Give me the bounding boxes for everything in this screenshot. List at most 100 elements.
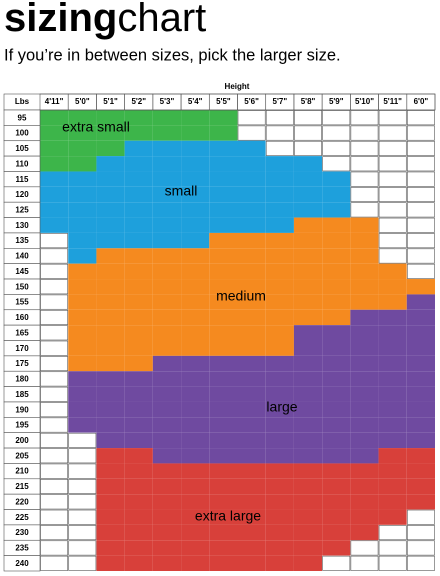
cell [322,279,351,295]
cell [124,371,153,387]
cell [209,540,238,556]
cell [68,232,97,249]
cell [265,494,294,510]
cell-border [68,463,97,479]
cell [40,110,69,126]
cell [406,494,435,510]
cell-border [322,140,351,156]
cell [68,371,97,387]
row-label: 195 [15,421,29,430]
cell [265,340,294,356]
cell [68,279,97,295]
cell [293,371,323,387]
cell [237,248,266,264]
size-label: extra small [62,119,130,135]
cell [350,417,379,433]
cell [96,309,125,326]
cell [378,555,407,571]
cell [68,340,97,356]
cell-border [40,356,69,372]
cell [378,371,407,387]
row-label: 190 [15,405,29,414]
row-label: 235 [15,544,29,553]
cell [265,279,294,295]
row-label: 165 [15,328,29,337]
cell [378,110,407,126]
cell [181,125,210,141]
cell [96,448,125,464]
cell [181,110,210,126]
cell [350,555,379,571]
cell [378,340,407,356]
cell [237,125,266,141]
cell [96,540,125,556]
cell [209,432,238,449]
cell [68,509,97,525]
column-header-cell [406,93,436,111]
row-label: 140 [15,252,29,261]
cell [406,110,435,126]
cell [265,217,294,233]
column-header: 5'11" [383,97,402,106]
cell [96,140,125,157]
cell-border [40,463,69,479]
cell [322,217,351,233]
cell [293,217,323,233]
cell [265,171,294,187]
cell-border [406,525,435,541]
cell [378,156,407,172]
cell [181,186,210,203]
cell-border [40,340,69,356]
cell [40,325,69,341]
cell [152,494,182,510]
cell [68,494,97,510]
cell [406,279,435,295]
cell-border [40,279,69,295]
cell [68,140,97,157]
cell [293,555,323,571]
cell [40,171,69,187]
column-header: 4'11" [45,97,64,106]
title-bold: sizing [4,0,117,40]
cell [68,248,97,264]
cell [265,478,294,495]
cell-border [40,294,69,310]
cell-border [378,233,407,249]
cell [40,432,69,449]
cell [68,524,97,541]
cell [406,555,435,571]
cell [96,171,125,187]
cell [350,125,379,141]
row-label: 150 [15,282,29,291]
cell [293,279,323,295]
cell [350,294,379,310]
cell-border [406,555,435,571]
cell [350,263,379,280]
cell-border [40,525,69,541]
cell [322,524,351,541]
cell [209,125,238,141]
cell [68,355,97,372]
cell [406,156,435,172]
cell [96,555,125,571]
cell [152,540,182,556]
cell [124,248,153,264]
cell [322,202,351,218]
cell [124,202,153,218]
cell [265,509,294,525]
cell [181,524,210,541]
cell [152,524,182,541]
cell [152,401,182,418]
cell [209,140,238,157]
cell [152,509,182,525]
cell [293,186,323,203]
cell [96,340,125,356]
cell [293,140,323,157]
cell [237,263,266,280]
row-label: 215 [15,482,29,491]
cell [96,524,125,541]
cell [181,171,210,187]
cell [322,371,351,387]
cell [265,309,294,326]
cell [378,494,407,510]
